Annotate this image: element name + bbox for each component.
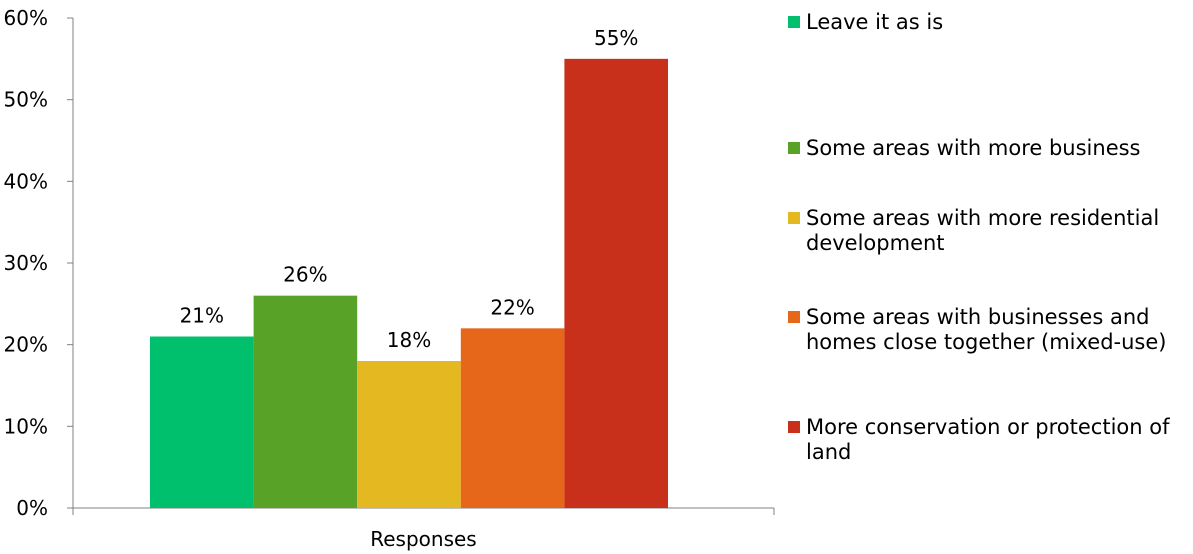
- legend-swatch: [788, 142, 800, 154]
- legend-label: Leave it as is: [806, 10, 944, 34]
- legend-label: Some areas with more business: [806, 136, 1141, 160]
- legend-label: Some areas with more residential develop…: [806, 206, 1160, 255]
- data-label: 55%: [594, 26, 638, 50]
- bar: [253, 295, 358, 508]
- y-tick-label: 20%: [4, 333, 48, 357]
- legend-label: More conservation or protection of land: [806, 415, 1170, 464]
- legend-swatch: [788, 212, 800, 224]
- x-category-label: Responses: [370, 527, 476, 551]
- x-axis: Responses: [72, 507, 775, 551]
- y-tick-label: 0%: [16, 496, 48, 520]
- legend-swatch: [788, 311, 800, 323]
- bar: [357, 361, 461, 508]
- y-tick-label: 60%: [4, 6, 48, 30]
- bar: [150, 336, 254, 508]
- bar: [460, 328, 565, 508]
- data-labels: 21% 26% 18% 22% 55%: [180, 26, 639, 352]
- y-tick-label: 40%: [4, 169, 48, 193]
- legend-swatch: [788, 421, 800, 433]
- bar: [564, 58, 668, 508]
- y-tick-label: 50%: [4, 88, 48, 112]
- legend-label: Some areas with businesses and homes clo…: [806, 305, 1167, 354]
- y-tick-label: 10%: [4, 414, 48, 438]
- data-label: 18%: [387, 328, 431, 352]
- y-tick-label: 30%: [4, 251, 48, 275]
- bars: [150, 58, 668, 508]
- data-label: 22%: [490, 295, 534, 319]
- legend-swatch: [788, 16, 800, 28]
- data-label: 26%: [283, 263, 327, 287]
- data-label: 21%: [180, 304, 224, 328]
- y-axis: 0% 10% 20% 30% 40% 50% 60%: [4, 6, 74, 520]
